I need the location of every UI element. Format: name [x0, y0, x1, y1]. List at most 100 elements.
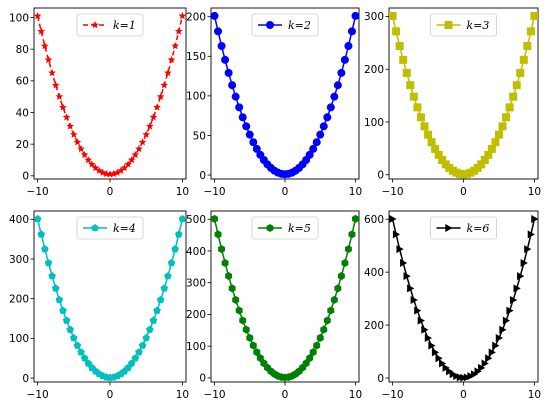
data-point: [44, 55, 53, 64]
data-point: [88, 160, 96, 168]
data-point: [48, 272, 56, 280]
data-point: [491, 138, 500, 147]
data-point: [348, 230, 356, 239]
data-point: [305, 150, 314, 159]
data-point: [488, 348, 496, 357]
y-tick-label: 200: [186, 309, 206, 321]
data-point: [235, 306, 243, 315]
data-point: [142, 333, 150, 342]
data-point: [66, 122, 74, 130]
data-point: [395, 42, 404, 50]
series-k4: [34, 214, 186, 381]
data-point: [228, 284, 236, 293]
data-point: [389, 214, 397, 223]
data-point: [438, 156, 447, 164]
x-tick-label: −10: [27, 186, 49, 198]
data-point: [414, 306, 422, 315]
data-point: [439, 359, 447, 368]
data-point: [505, 103, 514, 112]
y-tick-label: 80: [16, 44, 29, 56]
data-point: [84, 156, 93, 164]
data-point: [37, 27, 46, 35]
data-point: [160, 81, 169, 89]
data-point: [34, 214, 42, 223]
y-tick-label: 200: [186, 12, 206, 24]
data-point: [120, 163, 129, 172]
data-point: [477, 160, 486, 169]
data-point: [77, 144, 85, 153]
data-point: [531, 214, 538, 223]
data-point: [211, 11, 219, 20]
data-point: [517, 272, 525, 281]
data-point: [80, 354, 89, 362]
legend: k=2: [251, 13, 319, 37]
data-point: [117, 166, 125, 174]
data-point: [135, 348, 143, 356]
series-k3: [389, 11, 538, 179]
data-point: [231, 92, 240, 101]
legend: k=4: [76, 216, 144, 240]
data-point: [224, 68, 233, 77]
data-point: [174, 230, 183, 238]
data-point: [214, 230, 222, 239]
series-k6: [389, 214, 538, 382]
data-point: [70, 130, 78, 138]
data-point: [478, 363, 486, 372]
data-point: [131, 354, 140, 362]
data-point: [392, 230, 401, 239]
data-point: [146, 122, 154, 130]
x-tick-label: −10: [381, 186, 403, 198]
y-tick-label: 100: [364, 117, 384, 129]
data-point: [62, 316, 71, 324]
x-tick-label: 0: [107, 389, 114, 401]
data-point: [228, 81, 237, 90]
y-tick-label: 0: [22, 171, 29, 183]
data-point: [55, 92, 64, 100]
data-point: [84, 359, 93, 367]
legend-marker: [445, 224, 453, 232]
data-point: [421, 325, 429, 334]
data-point: [327, 306, 335, 315]
data-point: [337, 68, 346, 77]
data-point: [523, 42, 532, 50]
data-point: [41, 245, 49, 253]
data-point: [406, 81, 415, 90]
data-point: [59, 306, 67, 314]
data-point: [167, 258, 176, 267]
data-point: [487, 144, 496, 153]
y-tick-label: 300: [186, 277, 206, 289]
data-point: [413, 103, 422, 112]
data-point: [249, 138, 258, 147]
y-tick-label: 200: [364, 64, 384, 76]
data-point: [70, 333, 78, 342]
data-point: [316, 333, 324, 342]
y-tick-label: 500: [186, 214, 206, 226]
y-tick-label: 0: [377, 373, 384, 385]
legend-label: k=5: [288, 222, 311, 235]
x-tick-label: 10: [349, 186, 362, 198]
data-point: [124, 160, 132, 168]
data-point: [396, 245, 404, 254]
data-point: [319, 122, 328, 131]
data-point: [323, 316, 331, 325]
legend-box: [430, 216, 497, 240]
data-point: [309, 348, 317, 357]
data-point: [242, 122, 251, 131]
data-point: [174, 27, 183, 35]
legend-label: k=6: [467, 222, 490, 235]
y-tick-label: 100: [186, 341, 206, 353]
data-point: [409, 92, 418, 101]
y-tick-label: 400: [186, 246, 206, 258]
data-point: [59, 103, 67, 111]
data-point: [392, 27, 401, 36]
data-point: [113, 168, 122, 176]
data-point: [389, 11, 397, 20]
data-point: [302, 359, 310, 368]
data-point: [352, 214, 359, 223]
data-point: [77, 348, 85, 356]
legend-label: k=2: [288, 19, 311, 32]
data-point: [341, 258, 349, 267]
